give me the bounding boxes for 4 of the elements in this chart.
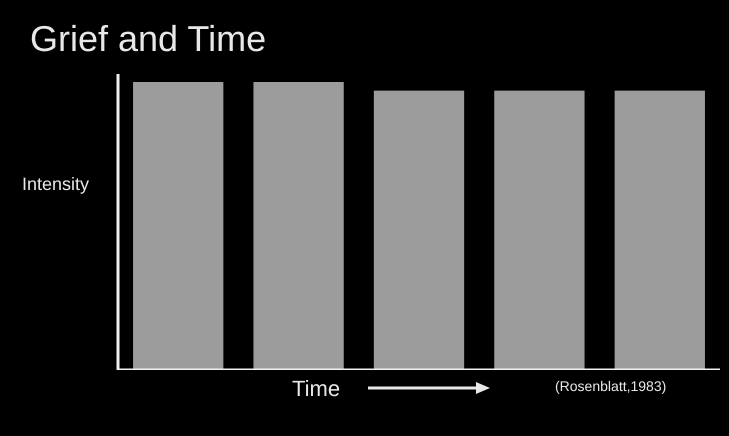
y-axis-title: Intensity [22, 174, 90, 195]
chart-title: Grief and Time [30, 18, 266, 60]
x-axis-title: Time [292, 376, 340, 402]
text: (Rosenblatt,1983) [555, 378, 666, 394]
